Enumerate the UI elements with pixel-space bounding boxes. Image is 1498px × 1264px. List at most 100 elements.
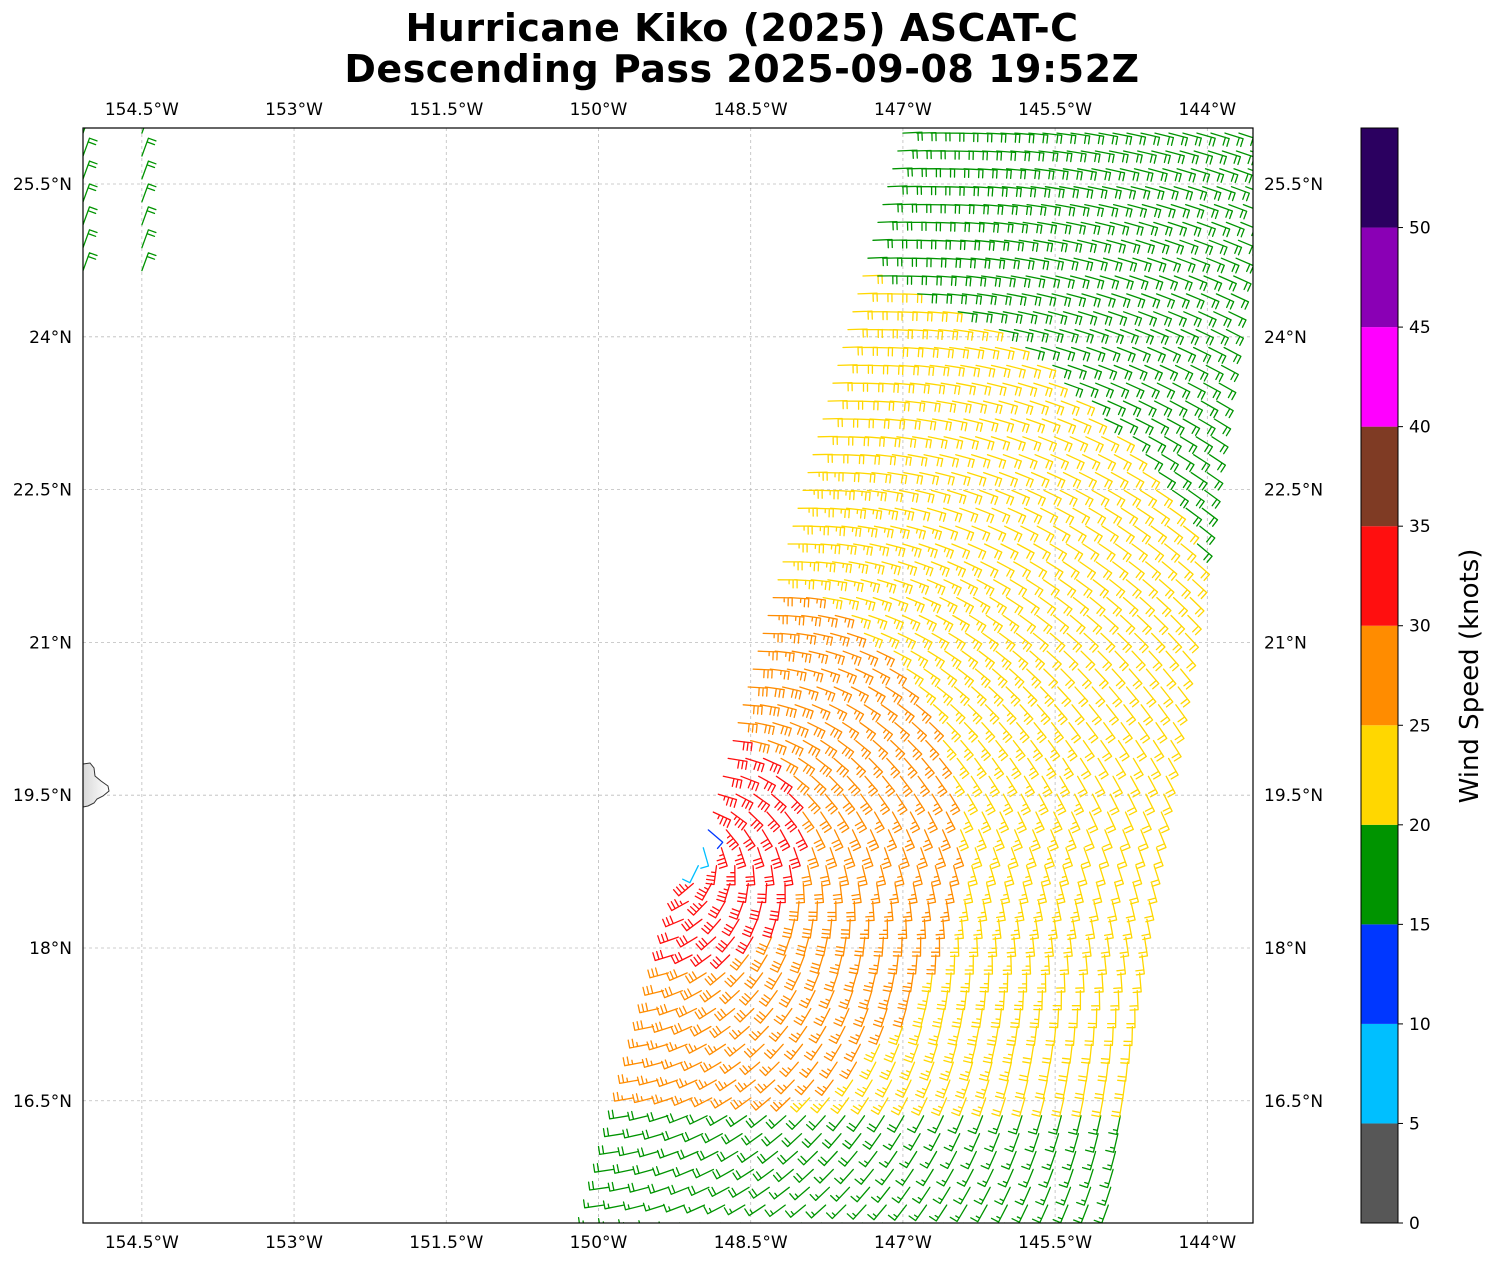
wind-barb	[1097, 1061, 1109, 1082]
wind-barb	[1026, 203, 1047, 216]
wind-barb	[926, 954, 937, 975]
wind-barb	[1013, 990, 1025, 1011]
wind-barb	[1095, 221, 1115, 236]
wind-barb	[921, 275, 942, 286]
wind-barb	[1112, 203, 1133, 218]
wind-barb	[936, 400, 957, 413]
wind-barb	[984, 793, 996, 816]
wind-barb	[1026, 668, 1042, 689]
wind-barb	[1156, 596, 1172, 618]
wind-barb	[1025, 346, 1045, 361]
wind-barb	[1034, 454, 1054, 470]
wind-barb	[1091, 239, 1112, 254]
wind-barb	[1081, 293, 1101, 308]
wind-barb	[1117, 525, 1135, 545]
wind-barb	[1082, 454, 1101, 471]
wind-barb	[859, 1061, 877, 1080]
wind-barb	[1097, 757, 1109, 780]
wind-barb	[852, 543, 873, 556]
wind-barb	[1119, 168, 1140, 182]
wind-barb	[887, 293, 908, 303]
wind-barb	[843, 579, 864, 593]
colorbar-segment	[1361, 426, 1398, 527]
wind-barb	[1164, 436, 1182, 454]
wind-barb	[666, 1113, 689, 1124]
wind-barb	[759, 1061, 780, 1077]
wind-barb	[829, 954, 843, 975]
wind-barb	[919, 471, 940, 486]
wind-barb	[939, 454, 960, 468]
wind-barb	[889, 668, 908, 687]
wind-barb	[661, 986, 683, 999]
wind-barb	[1074, 328, 1094, 344]
wind-barb	[768, 1186, 790, 1200]
wind-barb	[1120, 507, 1139, 526]
wind-barb	[1114, 275, 1134, 290]
wind-barb	[721, 918, 740, 937]
wind-barb	[868, 364, 889, 375]
coastline-layer	[82, 762, 110, 808]
wind-barb	[1147, 257, 1167, 273]
wind-barb	[1128, 668, 1143, 690]
wind-barb	[1252, 132, 1253, 134]
wind-barb	[1134, 632, 1149, 654]
wind-barb	[1059, 954, 1070, 976]
wind-barb	[931, 1097, 948, 1117]
wind-barb	[681, 1131, 704, 1143]
wind-barb	[1161, 561, 1178, 581]
lon-tick-label-bottom: 154.5°W	[105, 1233, 179, 1253]
wind-barb	[761, 1133, 783, 1147]
wind-barb	[1022, 596, 1040, 616]
wind-barb	[891, 811, 903, 834]
wind-barb	[1054, 1079, 1068, 1100]
wind-barb	[1081, 936, 1092, 958]
wind-barb	[850, 1097, 869, 1115]
wind-barb	[990, 847, 1001, 870]
wind-barb	[907, 328, 929, 340]
wind-barb	[1148, 168, 1168, 183]
wind-barb	[1059, 489, 1078, 507]
wind-barb	[1059, 328, 1079, 344]
wind-barb	[991, 507, 1011, 524]
wind-barb	[912, 1007, 926, 1028]
wind-barb	[782, 865, 794, 887]
wind-barb	[781, 686, 802, 700]
wind-barb	[1101, 346, 1121, 363]
wind-barb	[1190, 168, 1211, 183]
wind-barb	[1102, 829, 1113, 852]
wind-barb	[1113, 454, 1132, 472]
wind-barb	[1187, 382, 1206, 400]
wind-barb	[642, 984, 665, 996]
wind-barb	[1045, 400, 1065, 416]
wind-barb	[1048, 1007, 1060, 1029]
wind-barb	[1040, 507, 1059, 525]
wind-barb	[920, 168, 942, 178]
wind-barb	[863, 972, 877, 993]
wind-barb	[1010, 918, 1021, 940]
wind-barb	[821, 918, 833, 939]
wind-barb	[1097, 454, 1117, 472]
wind-barb	[1079, 1168, 1094, 1189]
wind-barb	[858, 990, 873, 1010]
wind-barb	[1047, 918, 1058, 940]
wind-barb	[806, 793, 821, 815]
wind-barb	[1203, 382, 1222, 400]
wind-barb	[820, 1222, 823, 1223]
wind-barb	[1014, 1186, 1031, 1206]
wind-barb	[990, 364, 1011, 379]
wind-barb	[1041, 775, 1053, 798]
wind-barb	[1205, 364, 1224, 382]
wind-barb	[1206, 471, 1224, 491]
wind-barb	[861, 1222, 863, 1223]
wind-barb	[856, 865, 868, 887]
wind-barb	[810, 1097, 830, 1114]
wind-barb	[962, 1043, 977, 1064]
wind-barb	[1156, 829, 1167, 852]
wind-barb	[927, 650, 945, 669]
wind-barb	[1069, 275, 1090, 290]
lon-tick-label-top: 150°W	[570, 100, 628, 120]
wind-barb	[1060, 400, 1080, 416]
wind-barb	[866, 1115, 885, 1133]
wind-barb	[963, 882, 974, 905]
wind-barb	[817, 435, 838, 446]
